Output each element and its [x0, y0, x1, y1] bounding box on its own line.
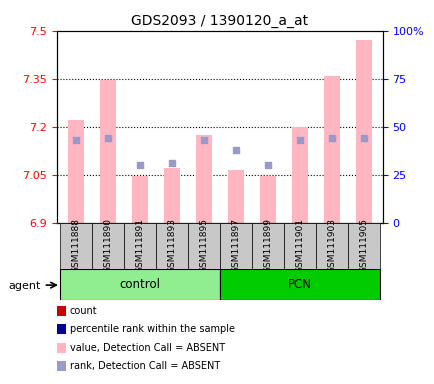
Text: value, Detection Call = ABSENT: value, Detection Call = ABSENT — [69, 343, 224, 353]
Point — [327, 135, 334, 141]
Point — [104, 135, 111, 141]
Text: GSM111891: GSM111891 — [135, 218, 144, 273]
Bar — [163, 168, 179, 223]
Bar — [227, 170, 243, 223]
Point — [136, 162, 143, 168]
Point — [72, 137, 79, 143]
Text: agent: agent — [9, 281, 41, 291]
FancyBboxPatch shape — [315, 223, 347, 269]
FancyBboxPatch shape — [187, 223, 219, 269]
FancyBboxPatch shape — [219, 223, 251, 269]
Text: count: count — [69, 306, 97, 316]
Text: PCN: PCN — [287, 278, 311, 291]
FancyBboxPatch shape — [92, 223, 123, 269]
FancyBboxPatch shape — [219, 269, 379, 300]
Text: GSM111903: GSM111903 — [326, 218, 335, 273]
Text: GSM111901: GSM111901 — [294, 218, 303, 273]
Bar — [291, 127, 307, 223]
Text: percentile rank within the sample: percentile rank within the sample — [69, 324, 234, 334]
FancyBboxPatch shape — [59, 223, 92, 269]
Text: GSM111888: GSM111888 — [71, 218, 80, 273]
Text: rank, Detection Call = ABSENT: rank, Detection Call = ABSENT — [69, 361, 219, 371]
Bar — [68, 120, 83, 223]
Point — [263, 162, 270, 168]
Text: GSM111905: GSM111905 — [358, 218, 367, 273]
Bar — [132, 176, 148, 223]
Bar — [259, 176, 275, 223]
Bar — [99, 80, 115, 223]
FancyBboxPatch shape — [123, 223, 155, 269]
Bar — [355, 40, 371, 223]
Bar — [323, 76, 339, 223]
Text: GSM111890: GSM111890 — [103, 218, 112, 273]
FancyBboxPatch shape — [251, 223, 283, 269]
Point — [232, 147, 239, 153]
Text: GSM111895: GSM111895 — [199, 218, 208, 273]
FancyBboxPatch shape — [59, 269, 219, 300]
FancyBboxPatch shape — [347, 223, 379, 269]
Bar — [195, 135, 211, 223]
FancyBboxPatch shape — [155, 223, 187, 269]
Point — [359, 135, 366, 141]
Text: control: control — [119, 278, 160, 291]
FancyBboxPatch shape — [283, 223, 315, 269]
Text: GSM111897: GSM111897 — [230, 218, 240, 273]
Text: GSM111893: GSM111893 — [167, 218, 176, 273]
Text: GSM111899: GSM111899 — [263, 218, 272, 273]
Point — [296, 137, 302, 143]
Point — [168, 160, 175, 166]
Point — [200, 137, 207, 143]
Title: GDS2093 / 1390120_a_at: GDS2093 / 1390120_a_at — [131, 14, 308, 28]
